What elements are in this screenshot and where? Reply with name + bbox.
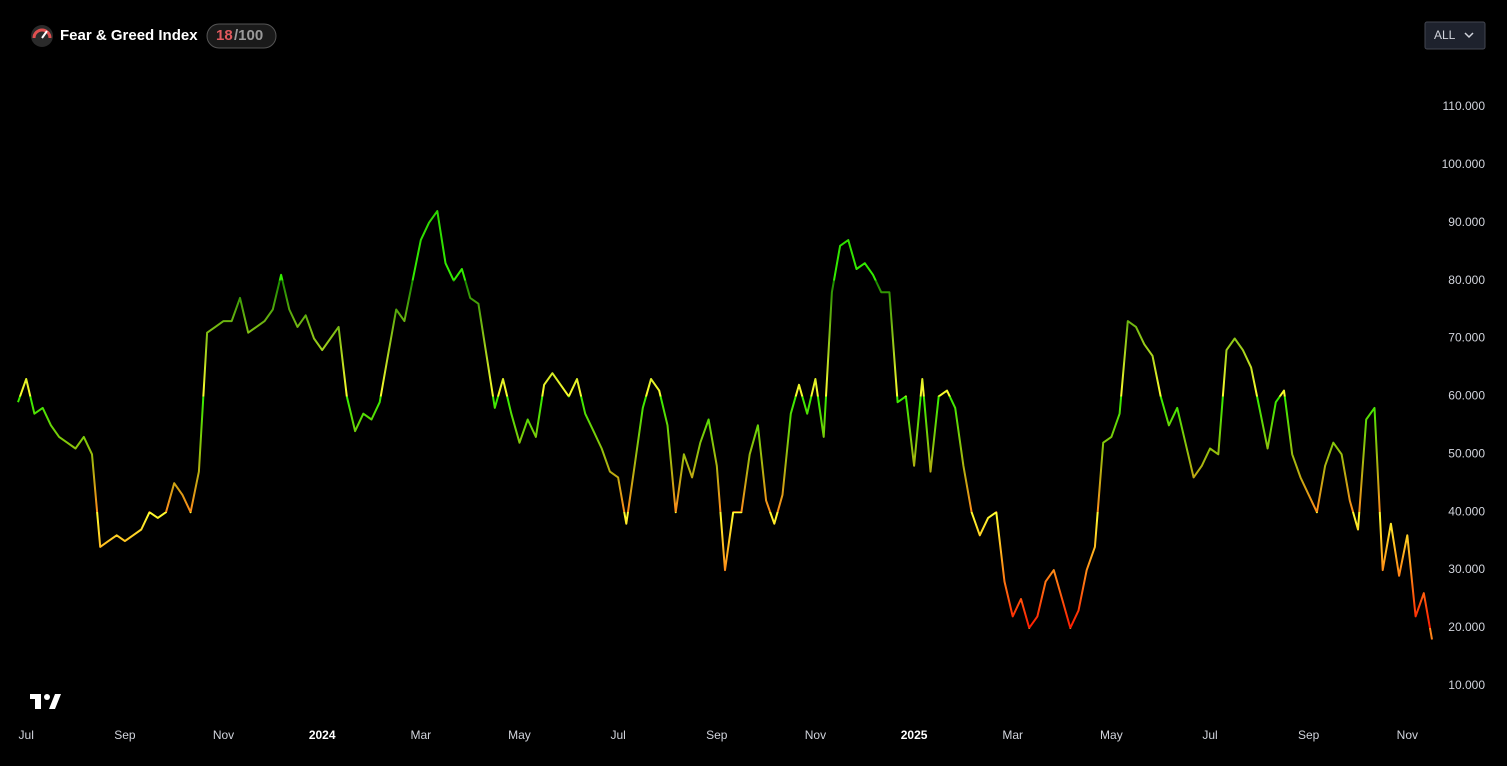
y-tick-label: 90.000 <box>1448 215 1485 229</box>
y-tick-label: 50.000 <box>1448 446 1485 460</box>
x-tick-label: Jul <box>1202 728 1217 742</box>
y-tick-label: 70.000 <box>1448 331 1485 345</box>
x-tick-label: Jul <box>19 728 34 742</box>
x-tick-label: Sep <box>706 728 728 742</box>
x-tick-label: Mar <box>410 728 431 742</box>
index-title: Fear & Greed Index <box>60 27 198 44</box>
x-tick-label: 2024 <box>309 728 336 742</box>
score: 18 <box>216 27 233 44</box>
y-tick-label: 60.000 <box>1448 389 1485 403</box>
index-line <box>17 210 1433 640</box>
score-badge <box>206 23 277 49</box>
y-tick-label: 80.000 <box>1448 273 1485 287</box>
x-tick-label: May <box>1100 728 1123 742</box>
logo <box>31 25 53 47</box>
x-tick-label: Nov <box>213 728 234 742</box>
y-tick-label: 20.000 <box>1448 620 1485 634</box>
x-tick-label: Sep <box>1298 728 1320 742</box>
range-dropdown[interactable] <box>1424 21 1486 50</box>
x-tick-label: Jul <box>610 728 625 742</box>
y-tick-label: 100.000 <box>1442 157 1486 171</box>
tradingview-logo <box>30 694 61 709</box>
x-tick-label: Nov <box>1397 728 1418 742</box>
y-tick-label: 10.000 <box>1448 678 1485 692</box>
range-label[interactable]: ALL <box>1434 28 1456 42</box>
x-tick-label: May <box>508 728 531 742</box>
x-tick-label: Nov <box>805 728 826 742</box>
x-tick-label: 2025 <box>901 728 928 742</box>
score-total: /100 <box>234 27 263 44</box>
x-tick-label: Mar <box>1002 728 1023 742</box>
y-tick-label: 110.000 <box>1443 99 1486 113</box>
y-tick-label: 40.000 <box>1448 504 1485 518</box>
x-tick-label: Sep <box>114 728 136 742</box>
y-tick-label: 30.000 <box>1448 562 1485 576</box>
dropdown-chevron <box>1464 32 1474 39</box>
